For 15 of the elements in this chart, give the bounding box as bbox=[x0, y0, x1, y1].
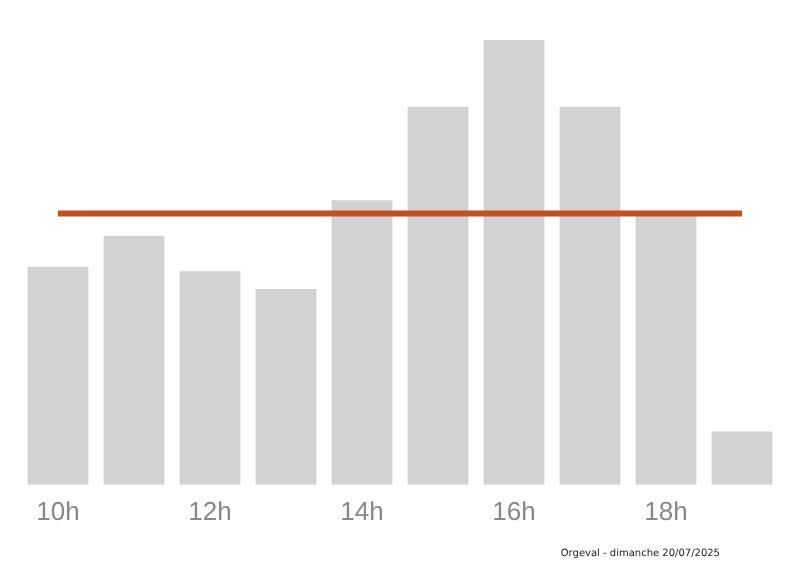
bar bbox=[559, 106, 621, 485]
bar bbox=[711, 431, 773, 485]
x-tick-label: 10h bbox=[36, 495, 80, 526]
bar bbox=[103, 235, 165, 485]
bar bbox=[179, 271, 241, 485]
x-tick-label: 18h bbox=[644, 495, 688, 526]
bar bbox=[407, 106, 469, 485]
x-tick-label: 14h bbox=[340, 495, 384, 526]
bar bbox=[635, 213, 697, 485]
bar bbox=[483, 40, 545, 485]
x-tick-label: 16h bbox=[492, 495, 536, 526]
x-tick-label: 12h bbox=[188, 495, 232, 526]
bar bbox=[255, 289, 317, 485]
bar bbox=[331, 200, 393, 485]
bar bbox=[27, 266, 89, 485]
